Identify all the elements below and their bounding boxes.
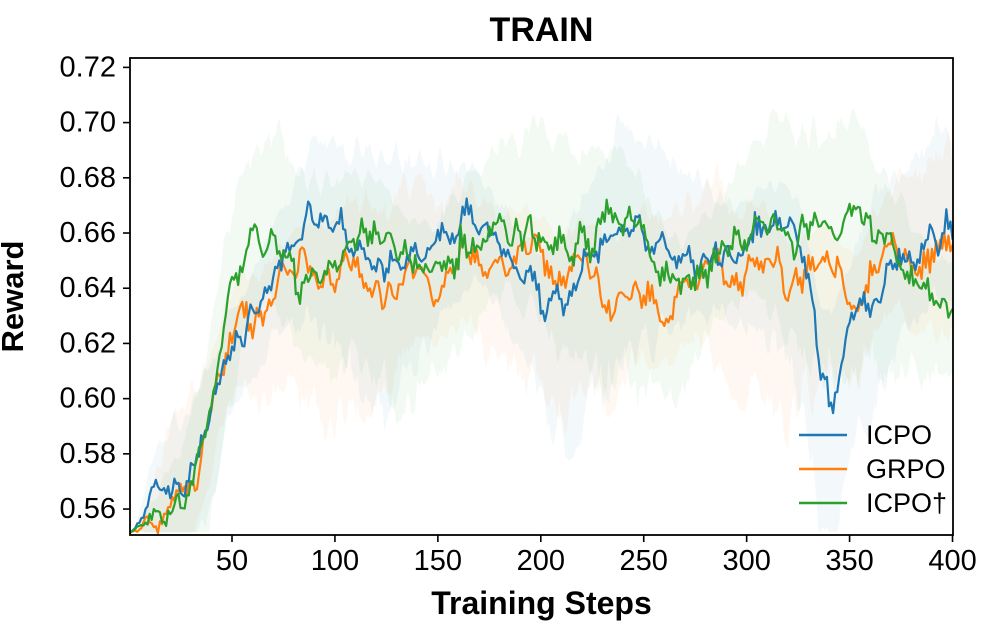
svg-text:Training Steps: Training Steps [431,585,651,621]
svg-text:0.72: 0.72 [60,51,116,83]
svg-text:250: 250 [620,545,668,577]
svg-text:350: 350 [825,545,873,577]
svg-text:0.58: 0.58 [60,438,116,470]
svg-text:200: 200 [517,545,565,577]
svg-text:0.64: 0.64 [60,272,116,304]
svg-text:0.68: 0.68 [60,162,116,194]
svg-text:0.62: 0.62 [60,327,116,359]
svg-text:ICPO: ICPO [866,420,932,450]
svg-text:ICPO†: ICPO† [866,488,947,518]
svg-text:300: 300 [722,545,770,577]
svg-text:GRPO: GRPO [866,454,946,484]
svg-text:150: 150 [414,545,462,577]
svg-text:0.60: 0.60 [60,383,116,415]
svg-text:400: 400 [928,545,976,577]
svg-text:0.70: 0.70 [60,107,116,139]
svg-text:TRAIN: TRAIN [490,11,594,49]
svg-text:0.56: 0.56 [60,493,116,525]
svg-text:0.66: 0.66 [60,217,116,249]
svg-text:Reward: Reward [0,241,30,353]
svg-text:50: 50 [216,545,248,577]
svg-text:100: 100 [311,545,359,577]
